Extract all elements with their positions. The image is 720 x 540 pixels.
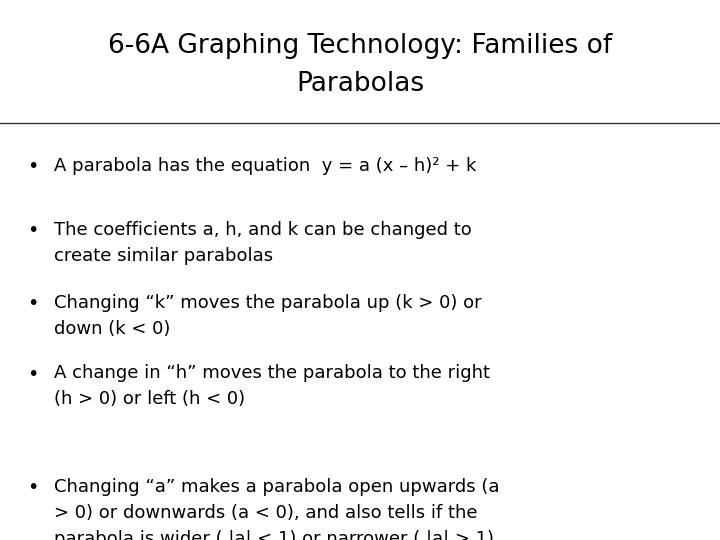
Text: 6-6A Graphing Technology: Families of: 6-6A Graphing Technology: Families of — [108, 33, 612, 59]
Text: Changing “a” makes a parabola open upwards (a: Changing “a” makes a parabola open upwar… — [54, 478, 500, 496]
Text: •: • — [27, 294, 38, 313]
Text: > 0) or downwards (a < 0), and also tells if the: > 0) or downwards (a < 0), and also tell… — [54, 504, 477, 522]
Text: (h > 0) or left (h < 0): (h > 0) or left (h < 0) — [54, 390, 245, 408]
Text: Parabolas: Parabolas — [296, 71, 424, 97]
Text: •: • — [27, 364, 38, 383]
Text: A parabola has the equation  y = a (x – h)² + k: A parabola has the equation y = a (x – h… — [54, 157, 477, 174]
Text: •: • — [27, 478, 38, 497]
Text: •: • — [27, 221, 38, 240]
Text: down (k < 0): down (k < 0) — [54, 320, 171, 338]
Text: •: • — [27, 157, 38, 176]
Text: Changing “k” moves the parabola up (k > 0) or: Changing “k” moves the parabola up (k > … — [54, 294, 482, 312]
Text: parabola is wider ( |a| < 1) or narrower ( |a| > 1): parabola is wider ( |a| < 1) or narrower… — [54, 530, 494, 540]
Text: The coefficients a, h, and k can be changed to: The coefficients a, h, and k can be chan… — [54, 221, 472, 239]
Text: create similar parabolas: create similar parabolas — [54, 247, 273, 265]
Text: A change in “h” moves the parabola to the right: A change in “h” moves the parabola to th… — [54, 364, 490, 382]
